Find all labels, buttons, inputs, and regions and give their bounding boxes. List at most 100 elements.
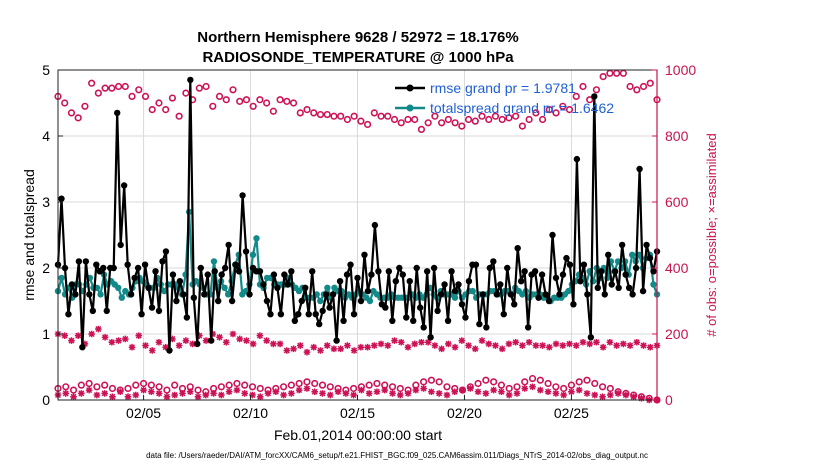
rmse-point: [302, 284, 309, 291]
rmse-point: [371, 221, 379, 229]
totalspread-point: [221, 284, 228, 291]
obs-possible-marker: [108, 384, 117, 393]
obs-possible-marker: [303, 378, 311, 386]
obs-possible-marker: [194, 386, 202, 394]
obs-possible-marker: [135, 86, 143, 94]
rmse-point: [72, 291, 79, 298]
obs-possible-marker: [350, 112, 358, 120]
obs-possible-marker: [474, 379, 482, 388]
rmse-point: [138, 311, 145, 318]
rmse-point: [643, 241, 650, 249]
obs-assimilated-marker: [474, 388, 482, 396]
obs-possible-marker: [491, 112, 500, 120]
rmse-point: [270, 271, 278, 278]
obs-assimilated-marker: [61, 332, 69, 339]
rmse-point: [295, 311, 302, 318]
obs-possible-marker: [279, 383, 288, 391]
obs-assimilated-marker: [101, 390, 108, 397]
obs-assimilated-marker: [532, 342, 540, 349]
obs-possible-marker: [365, 381, 373, 389]
rmse-point: [507, 291, 514, 298]
rmse-point: [120, 182, 128, 189]
rmse-point: [347, 261, 354, 268]
obs-assimilated-marker: [342, 390, 350, 397]
y-tick-label: 5: [42, 62, 50, 78]
obs-assimilated-marker: [438, 345, 445, 353]
obs-assimilated-marker: [435, 390, 443, 397]
obs-assimilated-marker: [572, 342, 580, 349]
obs-assimilated-marker: [101, 334, 109, 341]
obs-possible-marker: [148, 105, 156, 114]
obs-possible-marker: [276, 96, 284, 104]
obs-assimilated-marker: [552, 390, 560, 397]
obs-possible-marker: [384, 112, 392, 120]
legend: rmse grand pr = 1.9781 totalspread grand…: [395, 80, 614, 116]
obs-possible-marker: [147, 381, 155, 389]
rmse-point: [221, 264, 229, 272]
rmse-point: [629, 291, 636, 298]
rmse-point: [75, 258, 83, 265]
obs-possible-marker: [337, 112, 345, 120]
rmse-point: [591, 93, 598, 100]
rmse-point: [559, 271, 567, 278]
rmse-point: [392, 278, 400, 285]
obs-possible-marker: [575, 378, 583, 386]
totalspread-point: [366, 297, 374, 305]
rmse-point: [68, 281, 76, 288]
obs-assimilated-marker: [264, 390, 272, 397]
obs-assimilated-marker: [330, 345, 338, 353]
rmse-point: [246, 291, 253, 298]
rmse-point: [563, 254, 570, 262]
totalspread-point: [97, 291, 104, 298]
rmse-point: [319, 307, 326, 315]
rmse-point: [114, 109, 121, 117]
obs-assimilated-marker: [280, 391, 287, 399]
obs-possible-marker: [583, 376, 591, 384]
obs-possible-marker: [592, 86, 601, 94]
obs-possible-marker: [94, 89, 102, 97]
obs-assimilated-marker: [175, 342, 183, 349]
y-tick-label: 3: [42, 194, 50, 210]
obs-possible-marker: [132, 381, 140, 389]
x-tick-label: 02/05: [126, 405, 161, 421]
rmse-point: [79, 344, 86, 351]
obs-assimilated-marker: [93, 391, 101, 399]
rmse-point: [612, 268, 619, 275]
rmse-point: [263, 297, 271, 305]
rmse-point: [430, 264, 438, 272]
obs-assimilated-marker: [243, 337, 250, 344]
obs-possible-marker: [93, 383, 101, 391]
rmse-point: [441, 281, 448, 288]
totalspread-point: [224, 291, 232, 298]
obs-possible-marker: [521, 378, 529, 386]
obs-assimilated-marker: [81, 340, 89, 348]
obs-assimilated-marker: [568, 388, 575, 396]
rmse-point: [58, 195, 65, 202]
rmse-point: [598, 268, 605, 275]
obs-possible-marker: [350, 384, 358, 393]
rmse-point: [166, 347, 173, 354]
rmse-point: [490, 258, 497, 265]
totalspread-point: [614, 258, 622, 265]
obs-possible-marker: [303, 105, 311, 114]
obs-assimilated-marker: [529, 383, 536, 391]
obs-possible-marker: [397, 119, 405, 127]
rmse-point: [451, 287, 459, 295]
obs-possible-marker: [396, 384, 404, 393]
obs-possible-marker: [505, 114, 513, 122]
rmse-point: [305, 311, 312, 318]
obs-possible-marker: [498, 115, 506, 124]
rmse-point: [169, 271, 177, 278]
obs-possible-marker: [404, 115, 412, 124]
x-tick-label: 02/10: [233, 405, 268, 421]
rmse-point: [587, 334, 595, 341]
rmse-point: [472, 261, 480, 268]
obs-possible-marker: [633, 86, 641, 94]
rmse-point: [566, 261, 574, 268]
obs-possible-marker: [417, 125, 426, 133]
rmse-point: [159, 258, 166, 265]
obs-assimilated-marker: [482, 390, 490, 397]
obs-possible-marker: [411, 115, 419, 124]
obs-possible-marker: [233, 379, 241, 388]
obs-assimilated-marker: [74, 332, 82, 339]
